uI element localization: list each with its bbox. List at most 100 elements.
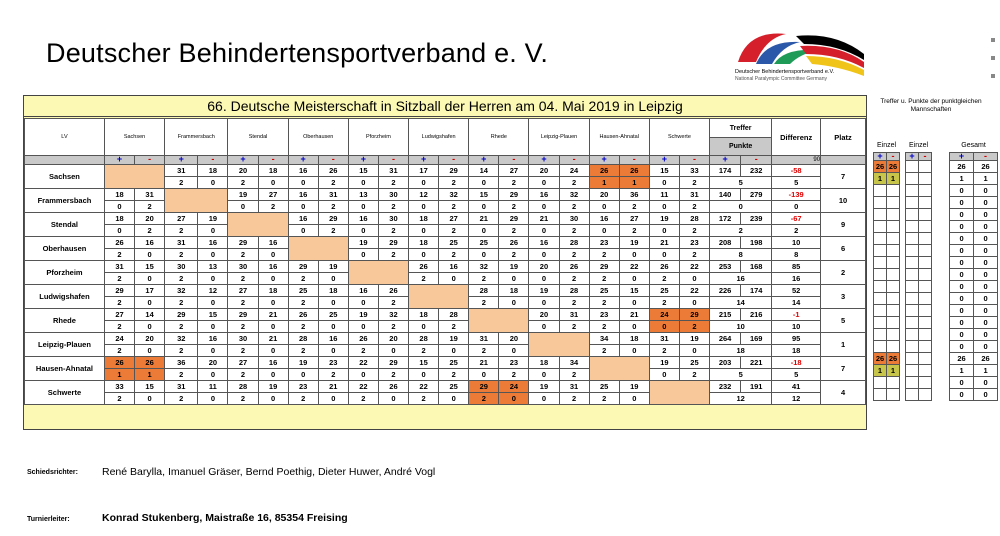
goals-cell: 17: [408, 164, 440, 177]
goals-cell: 19: [528, 380, 560, 393]
difference-value: -139: [771, 188, 822, 201]
points-cell: 0: [468, 200, 500, 213]
points-cell: 0: [468, 224, 500, 237]
goals-cell: 18: [408, 236, 440, 249]
goals-cell: 19: [257, 380, 289, 393]
points-cell: 2: [317, 368, 349, 381]
gesamt-plus: 0: [949, 340, 975, 353]
gap-cell: [932, 365, 950, 377]
treffer-minus: 216: [740, 308, 773, 321]
gap-cell: [932, 185, 950, 197]
goals-cell: 25: [438, 236, 470, 249]
points-cell: 2: [377, 320, 410, 333]
total-points: 18: [709, 344, 773, 357]
goals-cell: 28: [408, 332, 440, 345]
goals-cell: 18: [408, 308, 440, 321]
tiebreak-header-row: Einzel Einzel Gesamt: [873, 138, 998, 153]
team-points-row: 2 0 2 0 2 0 2 0 2 0 2 0 0 2 2 0 2 0 16 16: [25, 272, 866, 285]
points-cell: 0: [134, 296, 166, 309]
goals-cell: 19: [227, 188, 259, 201]
goals-cell: 14: [468, 164, 500, 177]
gesamt-plus: 0: [949, 220, 975, 233]
goals-cell: 27: [227, 284, 259, 297]
rank-value: 2: [820, 260, 866, 285]
opponent-header: Stendal: [227, 118, 289, 156]
minus-glyph: -: [211, 155, 215, 164]
team-name: Frammersbach: [24, 188, 105, 213]
goals-cell: 20: [377, 332, 410, 345]
points-cell: 2: [498, 224, 530, 237]
gesamt-minus: 0: [973, 232, 999, 245]
einzel-plus: [905, 304, 920, 317]
points-cell: 2: [164, 392, 199, 405]
goals-cell: 34: [558, 356, 590, 369]
minus-glyph: -: [891, 152, 895, 161]
goals-cell: 22: [678, 260, 711, 273]
points-cell: 2: [164, 368, 199, 381]
minus-glyph: -: [512, 155, 516, 164]
gesamt-minus: 26: [973, 352, 999, 365]
points-cell: 2: [257, 200, 289, 213]
einzel-plus: [873, 232, 887, 245]
opponent-header: Sachsen: [103, 118, 166, 156]
plus-glyph: +: [541, 155, 547, 164]
goals-cell: 36: [164, 356, 199, 369]
goals-cell: 25: [317, 308, 349, 321]
team-name: Pforzheim: [24, 260, 105, 285]
opponent-header: Pforzheim: [347, 118, 410, 156]
einzel-minus: [885, 196, 901, 209]
points-cell: 0: [197, 272, 229, 285]
points-cell: 0: [134, 344, 166, 357]
goals-cell: 32: [438, 188, 470, 201]
einzel-plus: [873, 304, 887, 317]
goals-cell: 26: [408, 260, 440, 273]
gesamt-plus: 0: [949, 304, 975, 317]
goals-cell: 20: [134, 212, 166, 225]
treffer-minus: 221: [740, 356, 773, 369]
goals-cell: 16: [438, 260, 470, 273]
goals-cell: 21: [618, 308, 650, 321]
tiebreak-title: Treffer u. Punkte der punktgleichen Mann…: [880, 98, 982, 113]
einzel-minus: [885, 376, 901, 389]
treffer-plus: 174: [709, 164, 742, 177]
gesamt-plus: 0: [949, 184, 975, 197]
points-cell: 2: [227, 248, 259, 261]
points-cell: 2: [498, 200, 530, 213]
total-points: 12: [709, 392, 773, 405]
total-points: 5: [709, 176, 773, 189]
goals-cell: 21: [648, 236, 680, 249]
einzel-plus: 26: [873, 352, 887, 365]
goals-cell: 21: [257, 332, 289, 345]
plus-glyph: +: [360, 155, 366, 164]
points-cell: 1: [588, 176, 620, 189]
goals-cell: 21: [528, 212, 560, 225]
points-cell: 2: [438, 320, 470, 333]
goals-cell: 32: [558, 188, 590, 201]
minus-sign: -: [134, 155, 166, 165]
einzel-plus: 1: [873, 364, 887, 377]
minus-glyph: -: [391, 155, 395, 164]
paralympic-logo-icon: [738, 33, 864, 76]
einzel-plus: [905, 208, 920, 221]
goals-cell: 29: [287, 260, 319, 273]
points-cell: 2: [227, 368, 259, 381]
goals-cell: 27: [498, 164, 530, 177]
points-cell: 2: [227, 176, 259, 189]
rank-value: 3: [820, 284, 866, 309]
plus-glyph: +: [240, 155, 246, 164]
goals-cell: 19: [347, 308, 379, 321]
minus-glyph: -: [572, 155, 576, 164]
points-cell: 0: [257, 176, 289, 189]
gesamt-minus: 26: [973, 160, 999, 173]
points-cell: 2: [618, 224, 650, 237]
treffer-plus: 208: [709, 236, 742, 249]
plus-glyph: +: [909, 152, 915, 161]
goals-cell: 16: [257, 236, 289, 249]
treffer-minus: 279: [740, 188, 773, 201]
